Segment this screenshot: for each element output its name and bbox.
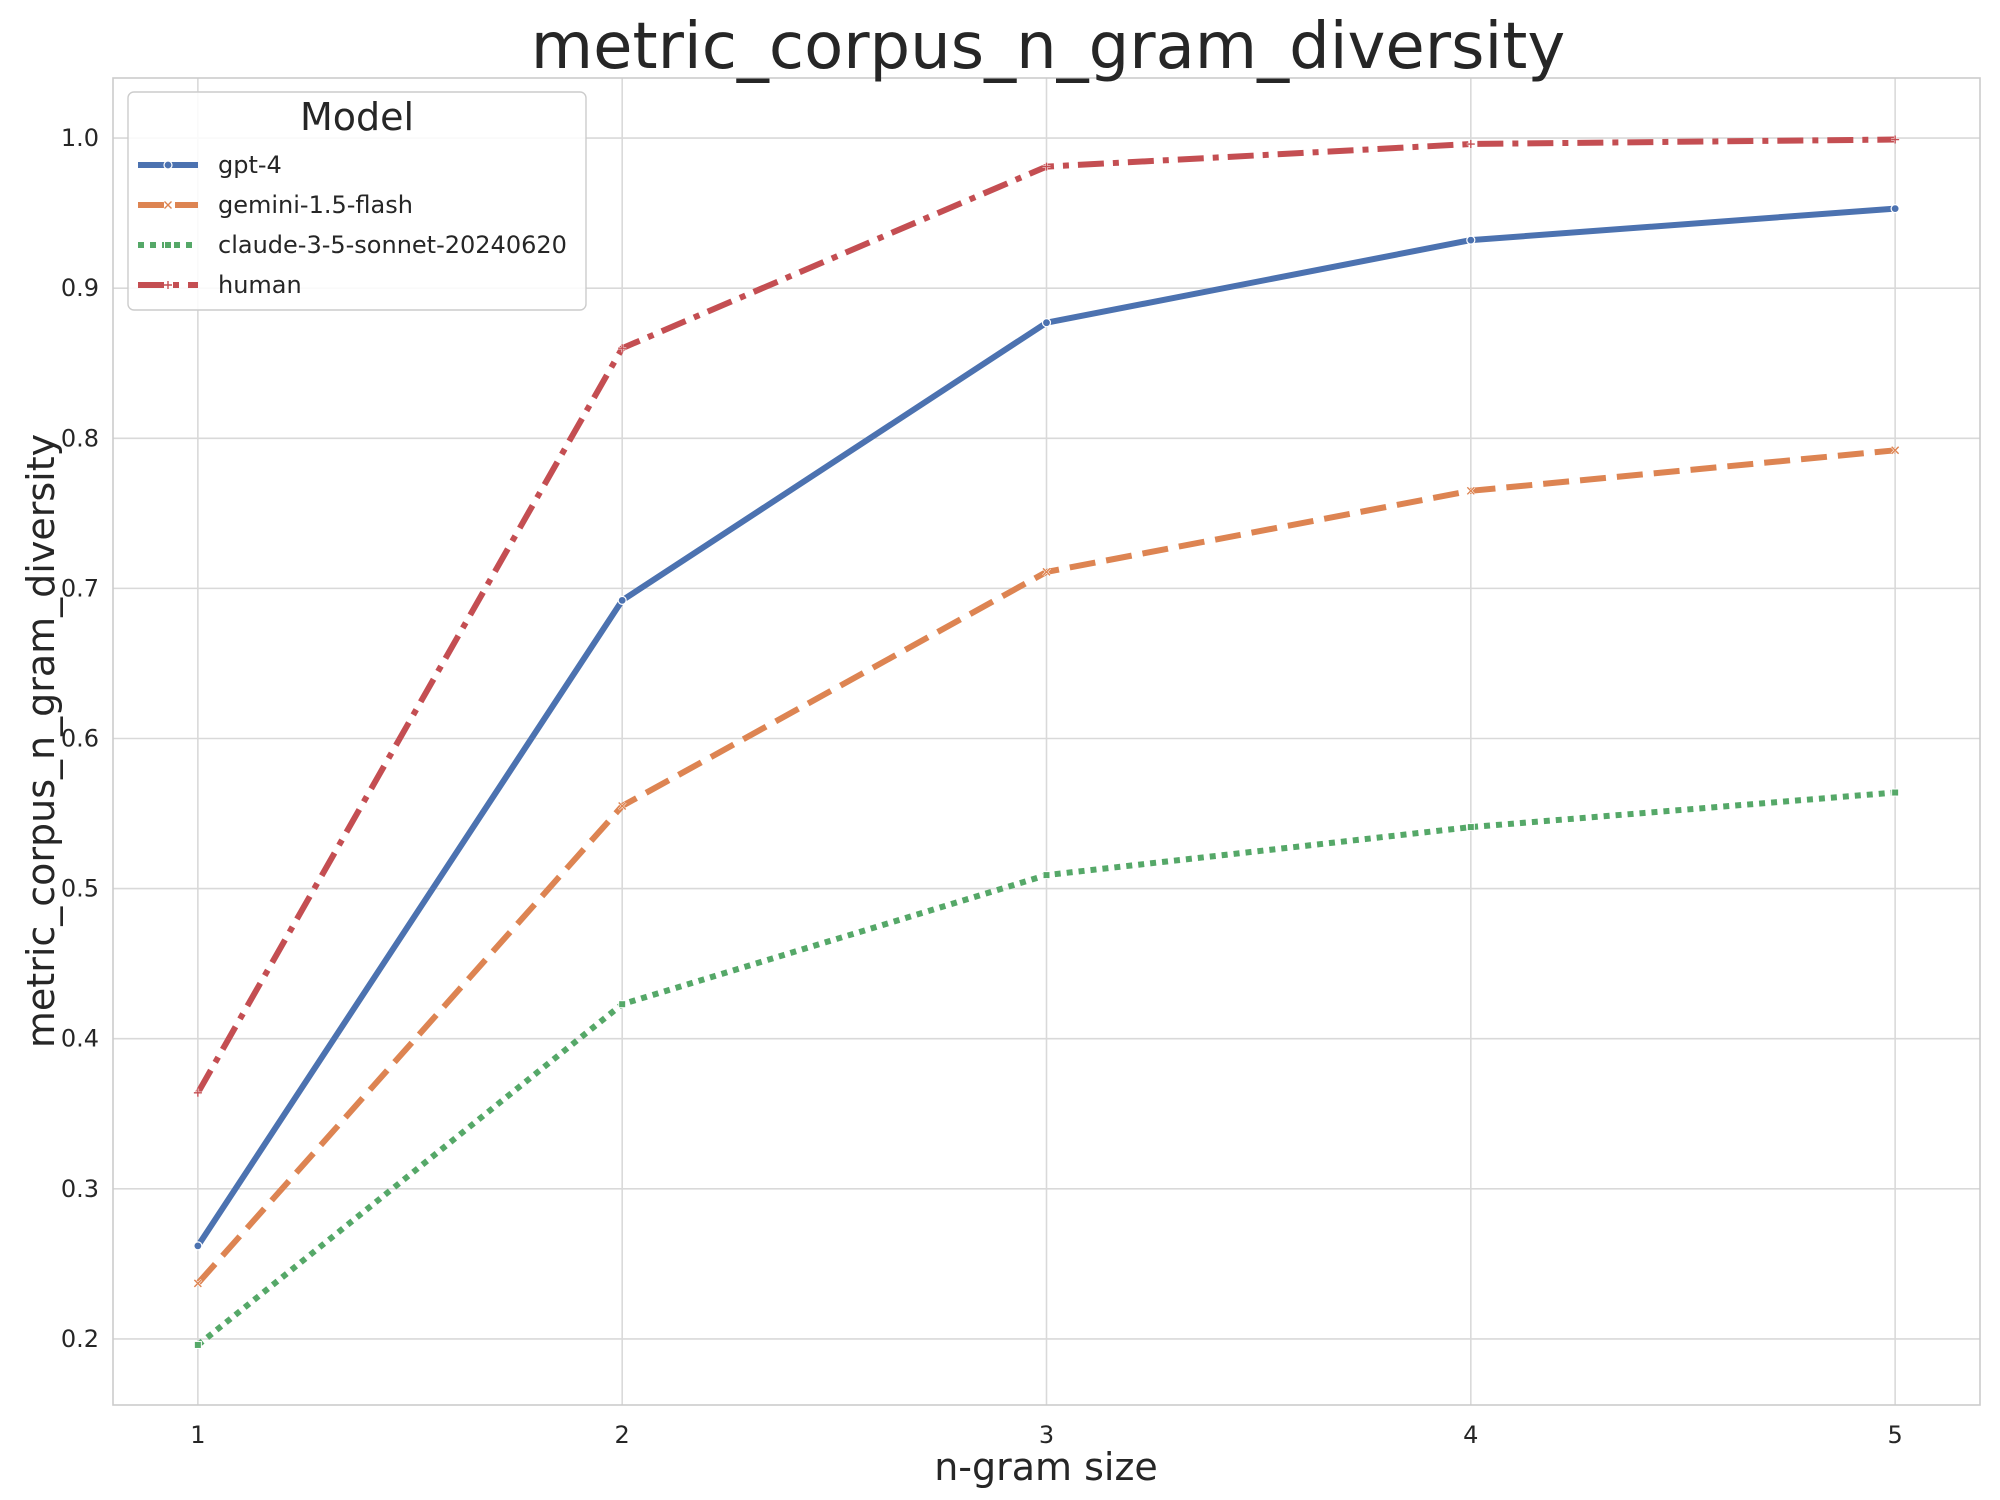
- data-point-stroke: [1466, 486, 1475, 495]
- data-point: [193, 1340, 202, 1349]
- series-gpt-4: [193, 203, 1900, 1251]
- series-lines: [193, 135, 1900, 1349]
- data-point-stroke: [1891, 446, 1900, 455]
- legend-item: human: [138, 271, 302, 299]
- data-point-stroke: [1042, 567, 1051, 576]
- data-point: [617, 595, 627, 605]
- series-claude-3-5-sonnet-20240620: [193, 788, 1900, 1349]
- data-point-stroke: [618, 344, 627, 353]
- x-tick-label: 1: [190, 1421, 205, 1449]
- y-tick-label: 0.9: [61, 274, 99, 302]
- legend-swatch-marker: [164, 241, 172, 249]
- y-axis-label: metric_corpus_n_gram_diversity: [19, 434, 63, 1048]
- series-gemini-1.5-flash: [193, 445, 1900, 1288]
- y-tick-label: 0.7: [61, 574, 99, 602]
- plot-frame: [112, 77, 1981, 1406]
- legend-item: gpt-4: [138, 151, 282, 179]
- legend-box: [127, 91, 587, 311]
- legend-title: Model: [300, 95, 414, 139]
- y-tick-label: 0.6: [61, 724, 99, 752]
- legend-item: claude-3-5-sonnet-20240620: [138, 231, 567, 259]
- x-tick-label: 2: [615, 1421, 630, 1449]
- legend-label: gemini-1.5-flash: [218, 191, 413, 219]
- y-tick-label: 0.5: [61, 875, 99, 903]
- data-point-stroke: [1891, 135, 1900, 144]
- series-human: [193, 135, 1900, 1097]
- data-point-stroke: [618, 802, 627, 811]
- data-point: [193, 1241, 203, 1251]
- legend-label: gpt-4: [218, 151, 282, 179]
- tick-labels: 1 2 3 4 5 0.2 0.3 0.4 0.5 0.6 0.7 0.8 0.9 1.0: [61, 124, 1903, 1449]
- data-point-stroke: [193, 1088, 202, 1097]
- legend-item: gemini-1.5-flash: [138, 191, 413, 219]
- legend-swatch-marker-stroke: [164, 201, 172, 209]
- y-tick-label: 0.3: [61, 1175, 99, 1203]
- data-point: [1042, 871, 1051, 880]
- data-point: [1891, 788, 1900, 797]
- data-point: [1890, 203, 1900, 214]
- y-tick-label: 0.4: [61, 1025, 99, 1053]
- y-tick-label: 0.8: [61, 424, 99, 452]
- data-point: [618, 1000, 627, 1009]
- x-tick-label: 4: [1463, 1421, 1478, 1449]
- chart-title: metric_corpus_n_gram_diversity: [531, 10, 1565, 84]
- legend-swatch-marker: [163, 160, 173, 170]
- x-tick-label: 5: [1887, 1421, 1902, 1449]
- x-tick-label: 3: [1039, 1421, 1054, 1449]
- data-point-stroke: [193, 1279, 202, 1288]
- data-point-stroke: [1466, 140, 1475, 149]
- y-tick-label: 1.0: [61, 124, 99, 152]
- legend-swatch-marker-stroke: [164, 281, 172, 289]
- data-point: [1466, 823, 1475, 832]
- x-axis-label: n-gram size: [934, 1445, 1158, 1489]
- legend-label: human: [218, 271, 302, 299]
- legend: Model gpt-4 gemini-1.5-flash claude-3-5-so…: [127, 91, 587, 311]
- y-tick-label: 0.2: [61, 1325, 99, 1353]
- data-point: [1466, 235, 1476, 245]
- data-point-stroke: [1042, 162, 1051, 171]
- legend-label: claude-3-5-sonnet-20240620: [218, 231, 567, 259]
- data-point: [1041, 318, 1052, 328]
